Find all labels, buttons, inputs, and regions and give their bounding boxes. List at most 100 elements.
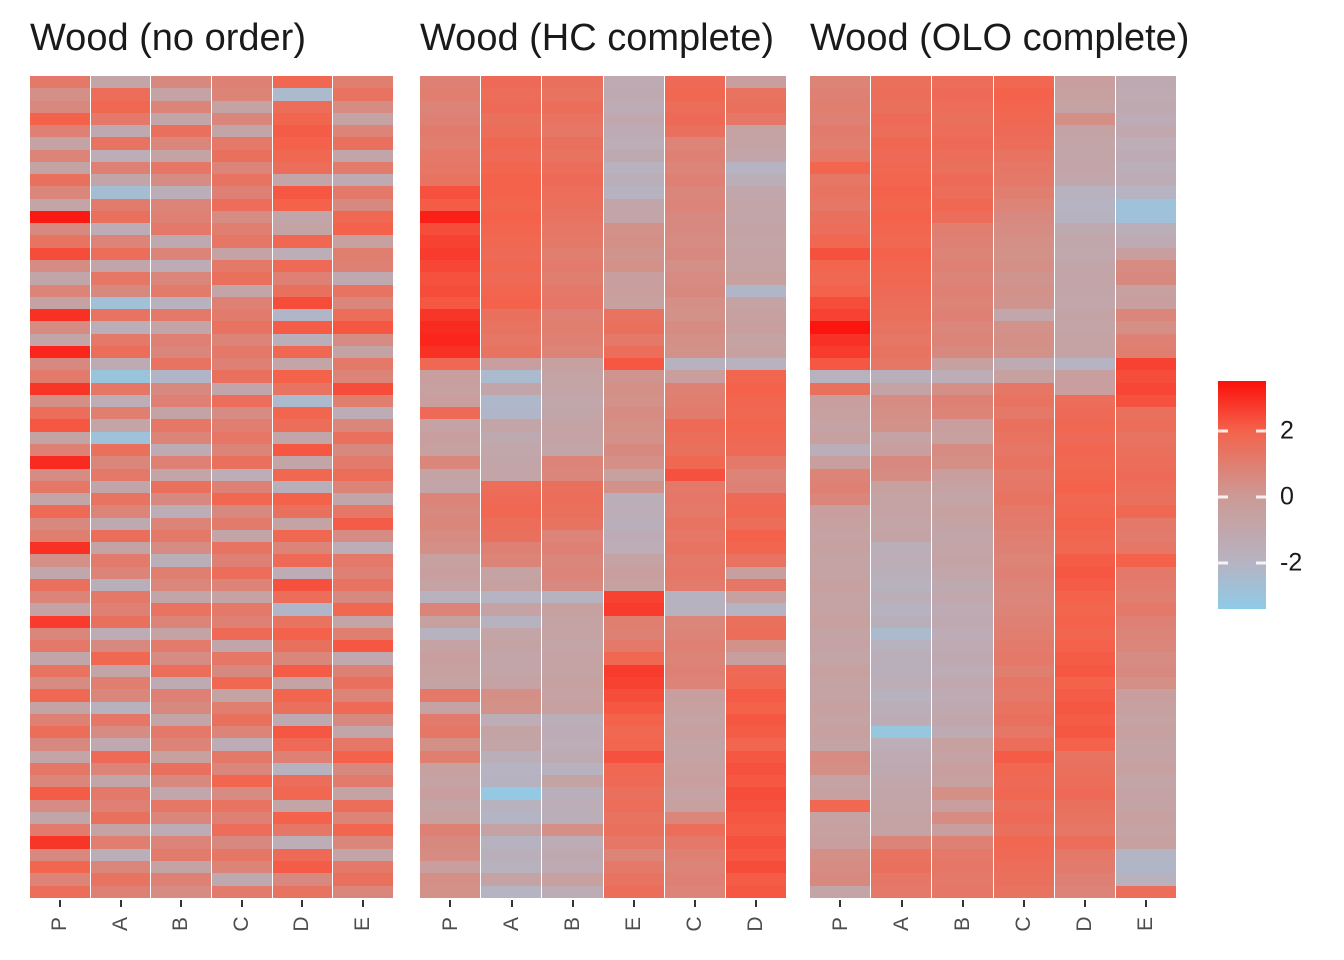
legend-tick	[1256, 495, 1266, 499]
heatmap-cell	[810, 640, 871, 653]
heatmap-cell	[932, 701, 993, 714]
heatmap-cell	[420, 247, 481, 260]
heatmap-cell	[993, 431, 1054, 444]
heatmap-cell	[664, 652, 725, 665]
heatmap-cell	[151, 811, 212, 825]
heatmap-row	[810, 468, 1177, 481]
heatmap-cell	[664, 627, 725, 641]
heatmap-cell	[664, 186, 725, 199]
heatmap-cell	[993, 112, 1054, 126]
heatmap-cell	[481, 664, 542, 678]
heatmap-cell	[420, 762, 481, 776]
heatmap-cell	[932, 799, 993, 812]
heatmap-row	[30, 88, 394, 101]
heatmap-cell	[1115, 689, 1177, 702]
heatmap-cell	[151, 407, 212, 420]
heatmap-cell	[725, 284, 787, 297]
heatmap-cell	[420, 861, 481, 874]
heatmap-cell	[603, 824, 664, 837]
heatmap-cell	[30, 137, 90, 150]
heatmap-cell	[871, 88, 932, 101]
heatmap-cell	[420, 407, 481, 420]
heatmap-cell	[932, 112, 993, 126]
heatmap-cell	[542, 701, 603, 714]
heatmap-cell	[993, 321, 1054, 334]
heatmap-row	[30, 198, 394, 211]
x-axis-label: D	[743, 916, 767, 932]
heatmap-cell	[151, 394, 212, 408]
heatmap-cell	[151, 284, 212, 297]
heatmap-cell	[212, 174, 272, 187]
heatmap-cell	[725, 885, 787, 898]
heatmap-cell	[932, 591, 993, 604]
heatmap-cell	[871, 726, 932, 739]
heatmap-cell	[151, 235, 212, 248]
heatmap-cell	[810, 174, 871, 187]
heatmap-row	[30, 762, 394, 776]
heatmap-cell	[212, 210, 272, 224]
heatmap-cell	[542, 873, 603, 886]
heatmap-cell	[664, 149, 725, 162]
heatmap-cell	[1115, 186, 1177, 199]
heatmap-cell	[90, 652, 151, 665]
heatmap-cell	[1115, 529, 1177, 543]
heatmap-cell	[725, 333, 787, 346]
heatmap-cell	[1054, 76, 1115, 89]
heatmap-cell	[30, 321, 90, 334]
heatmap-cell	[212, 652, 272, 665]
heatmap-cell	[932, 100, 993, 113]
legend-tick-label: 2	[1280, 416, 1294, 445]
heatmap-cell	[871, 493, 932, 506]
axis-tick	[900, 900, 903, 907]
heatmap-cell	[1054, 517, 1115, 530]
heatmap-cell	[481, 198, 542, 211]
heatmap-cell	[932, 210, 993, 224]
heatmap-row	[420, 198, 787, 211]
heatmap-cell	[1054, 848, 1115, 861]
heatmap-cell	[810, 591, 871, 604]
heatmap-cell	[871, 848, 932, 861]
heatmap-cell	[272, 443, 333, 457]
axis-tick	[961, 900, 964, 907]
heatmap-row	[810, 517, 1177, 530]
heatmap-cell	[90, 529, 151, 543]
heatmap-cell	[1054, 161, 1115, 175]
heatmap-cell	[664, 664, 725, 678]
heatmap-row	[420, 701, 787, 714]
heatmap-cell	[151, 627, 212, 641]
heatmap-row	[810, 811, 1177, 825]
heatmap-cell	[664, 296, 725, 310]
heatmap-cell	[603, 885, 664, 898]
heatmap-cell	[481, 210, 542, 224]
heatmap-cell	[1054, 456, 1115, 469]
heatmap-row	[30, 125, 394, 138]
heatmap-cell	[871, 713, 932, 727]
axis-tick	[240, 900, 243, 907]
heatmap-cell	[212, 493, 272, 506]
heatmap-cell	[664, 824, 725, 837]
heatmap-cell	[725, 186, 787, 199]
heatmap-cell	[1115, 811, 1177, 825]
heatmap-cell	[90, 284, 151, 297]
heatmap-cell	[603, 627, 664, 641]
heatmap-cell	[272, 713, 333, 727]
heatmap-cell	[272, 309, 333, 322]
heatmap-cell	[272, 750, 333, 763]
heatmap-cell	[1054, 284, 1115, 297]
heatmap-row	[420, 112, 787, 126]
heatmap-cell	[481, 468, 542, 481]
heatmap-cell	[603, 787, 664, 800]
heatmap-cell	[30, 713, 90, 727]
heatmap-cell	[333, 861, 394, 874]
heatmap-cell	[932, 713, 993, 727]
heatmap-cell	[810, 701, 871, 714]
heatmap-row	[810, 554, 1177, 567]
heatmap-row	[810, 88, 1177, 101]
heatmap-row	[30, 824, 394, 837]
heatmap-cell	[90, 505, 151, 518]
heatmap-cell	[664, 407, 725, 420]
heatmap-cell	[481, 186, 542, 199]
heatmap-cell	[90, 578, 151, 592]
heatmap-cell	[993, 76, 1054, 89]
heatmap-cell	[993, 664, 1054, 678]
